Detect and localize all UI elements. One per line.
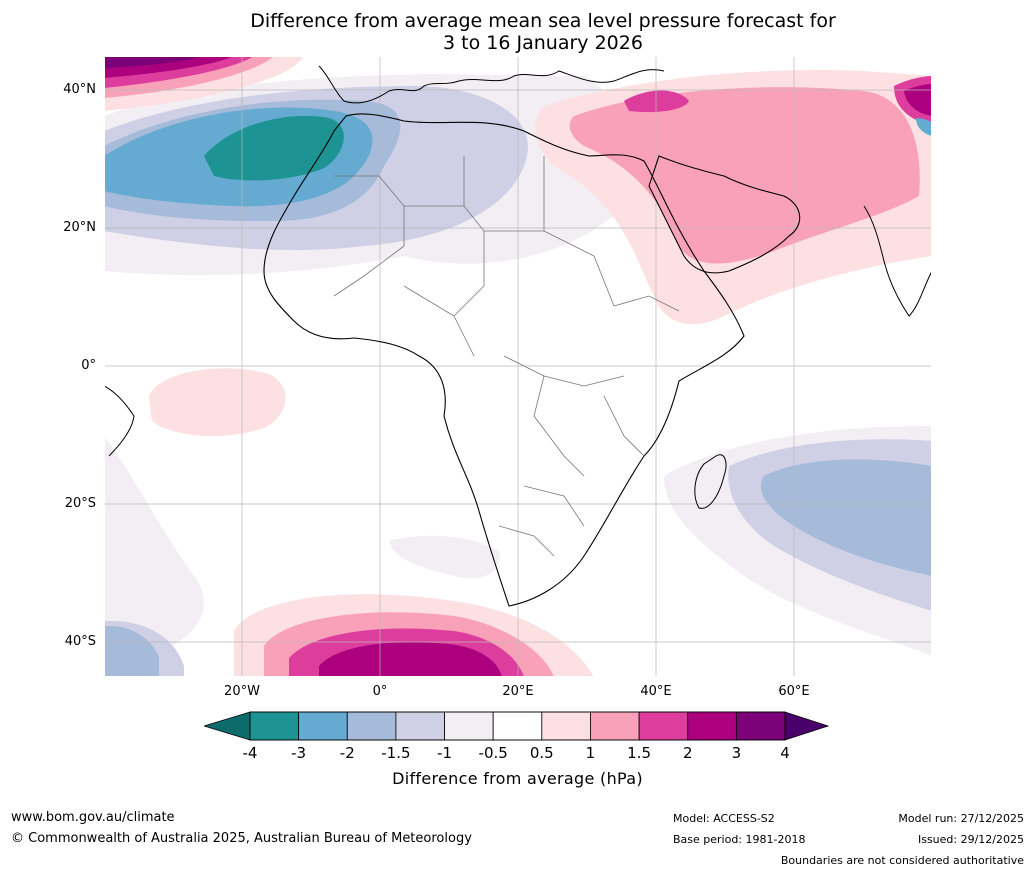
colorbar-cell xyxy=(395,711,445,741)
colorbar-tick-label: -2 xyxy=(339,744,355,762)
title-line-1: Difference from average mean sea level p… xyxy=(250,10,836,32)
lon-label-0: 0° xyxy=(372,684,388,699)
lat-label-20s: 20°S xyxy=(64,496,96,511)
country-borders xyxy=(333,156,680,557)
colorbar-cell xyxy=(444,711,494,741)
south-america-coast xyxy=(104,385,135,457)
lat-label-40s: 40°S xyxy=(64,634,96,649)
map-panel xyxy=(104,56,932,677)
footer-issued: Issued: 29/12/2025 xyxy=(917,833,1024,846)
anomaly-band-minus-southwest-corner xyxy=(104,625,159,677)
colorbar-cell xyxy=(346,711,397,741)
anomaly-band-minus-3-north-atlantic xyxy=(204,115,344,181)
arabian-peninsula-coastline xyxy=(648,155,801,274)
madagascar-coastline xyxy=(694,454,727,509)
footer-disclaimer: Boundaries are not considered authoritat… xyxy=(780,854,1024,867)
title-line-2: 3 to 16 January 2026 xyxy=(443,32,643,54)
colorbar-tick-label: 2 xyxy=(682,744,693,762)
colorbar-cells xyxy=(249,711,786,741)
lon-label-20e: 20°E xyxy=(502,684,534,699)
lon-label-40e: 40°E xyxy=(640,684,672,699)
colorbar-tick-label: -1.5 xyxy=(381,744,411,762)
anomaly-band-plus-0-5-tropical-atlantic xyxy=(149,368,286,437)
colorbar-cell xyxy=(249,711,300,741)
colorbar-under-arrow xyxy=(204,711,251,741)
africa-coastline xyxy=(263,113,745,607)
chart-title: Difference from average mean sea level p… xyxy=(0,10,1035,54)
colorbar-cell xyxy=(590,711,640,741)
colorbar-cell xyxy=(541,711,591,741)
anomaly-band-plus-3-east xyxy=(904,84,932,116)
lat-label-40n: 40°N xyxy=(63,82,96,97)
colorbar-tick-label: 1 xyxy=(585,744,596,762)
colorbar-tick-label: 1.5 xyxy=(627,744,651,762)
anomaly-band-minus-1-5-indian-ocean xyxy=(760,459,932,576)
europe-coastline xyxy=(318,65,665,104)
colorbar-tick-label: 0.5 xyxy=(529,744,554,762)
footer-base-period: Base period: 1981-2018 xyxy=(673,833,806,846)
colorbar xyxy=(204,711,830,741)
colorbar-tick-label: -4 xyxy=(242,744,258,762)
anomaly-band-minus-east-edge xyxy=(916,118,932,136)
colorbar-tick-label: -0.5 xyxy=(478,744,508,762)
colorbar-tick-label: -1 xyxy=(437,744,453,762)
anomaly-map xyxy=(104,56,932,677)
anomaly-band-minus-1-southwest-corner xyxy=(104,620,184,677)
india-coastline xyxy=(863,205,932,317)
footer-model-run: Model run: 27/12/2025 xyxy=(898,812,1024,825)
footer-model: Model: ACCESS-S2 xyxy=(673,812,775,825)
colorbar-cell xyxy=(687,711,737,741)
footer-url[interactable]: www.bom.gov.au/climate xyxy=(11,810,175,825)
colorbar-title: Difference from average (hPa) xyxy=(392,769,643,788)
graticule xyxy=(104,56,932,677)
colorbar-cell xyxy=(298,711,348,741)
lat-label-20n: 20°N xyxy=(63,220,96,235)
anomaly-band-minus-0-5-south-central xyxy=(389,535,500,579)
lon-label-20w: 20°W xyxy=(224,684,260,699)
colorbar-cell xyxy=(638,711,689,741)
anomaly-band-plus-1-5-middle-east xyxy=(624,90,689,113)
anomaly-band-plus-4-top-left xyxy=(104,56,204,68)
lon-label-60e: 60°E xyxy=(778,684,810,699)
anomaly-band-plus-1-middle-east xyxy=(569,87,920,264)
colorbar-cell xyxy=(492,711,543,741)
anomaly-band-plus-3-southern-ocean xyxy=(319,642,502,677)
colorbar-tick-label: 3 xyxy=(731,744,742,762)
lat-label-0: 0° xyxy=(81,358,96,373)
colorbar-cell xyxy=(735,711,786,741)
colorbar-tick-label: -3 xyxy=(291,744,307,762)
footer-copyright: © Commonwealth of Australia 2025, Austra… xyxy=(11,831,472,846)
colorbar-tick-label: 4 xyxy=(780,744,790,762)
colorbar-over-arrow xyxy=(784,711,830,741)
anomaly-band-minus-0-5-south-atlantic xyxy=(104,436,204,666)
